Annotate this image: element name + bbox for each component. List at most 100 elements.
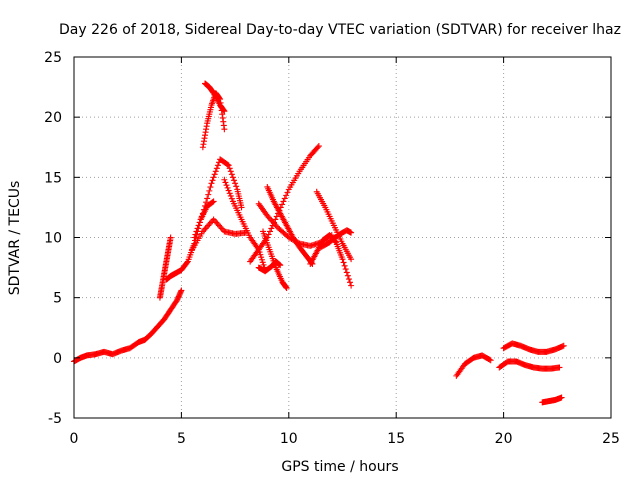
data-point — [279, 201, 286, 208]
data-point — [486, 356, 493, 363]
data-point — [560, 342, 567, 349]
data-point — [228, 195, 235, 202]
data-point — [221, 176, 228, 183]
data-point — [268, 225, 275, 232]
data-point — [273, 213, 280, 220]
data-point — [283, 285, 290, 292]
data-point — [259, 259, 266, 266]
y-axis-label: SDTVAR / TECUs — [7, 181, 23, 296]
data-point — [210, 216, 217, 223]
data-point — [348, 256, 355, 263]
data-point — [214, 220, 221, 227]
data-point — [202, 202, 209, 209]
series-arc-9-fall — [221, 176, 269, 273]
data-point — [211, 217, 218, 224]
data-point — [222, 179, 229, 186]
data-point — [193, 228, 200, 235]
data-point — [209, 177, 216, 184]
data-point — [206, 187, 213, 194]
data-point — [212, 168, 219, 175]
y-tick-label: 25 — [44, 50, 62, 66]
data-point — [205, 191, 212, 198]
data-point — [260, 261, 267, 268]
data-point — [227, 192, 234, 199]
data-point — [295, 239, 302, 246]
data-point — [232, 180, 239, 187]
data-point — [339, 256, 346, 263]
data-point — [191, 234, 198, 241]
y-tick-label: -5 — [48, 411, 62, 427]
series-arc-16-late — [313, 188, 355, 263]
data-point — [201, 226, 208, 233]
data-point — [221, 108, 228, 115]
series-arc-5-peak — [199, 90, 228, 151]
data-point — [204, 195, 211, 202]
data-point — [202, 225, 209, 232]
data-point — [203, 223, 210, 230]
series-arc-3-rise — [163, 198, 217, 283]
data-point — [196, 219, 203, 226]
data-point — [200, 206, 207, 213]
data-point — [273, 223, 280, 230]
data-point — [258, 254, 265, 261]
data-point — [348, 229, 355, 236]
data-point — [281, 195, 288, 202]
grid — [74, 57, 611, 418]
data-point — [257, 251, 264, 258]
data-point — [213, 219, 220, 226]
data-point — [342, 266, 349, 273]
data-point — [178, 287, 185, 294]
data-point — [167, 234, 174, 241]
y-tick-label: 15 — [44, 170, 62, 186]
data-point — [224, 184, 231, 191]
data-point — [314, 144, 321, 151]
x-tick-label: 15 — [387, 431, 405, 447]
y-tick-label: 20 — [44, 110, 62, 126]
data-point — [210, 174, 217, 181]
data-point — [224, 161, 231, 168]
series-arc-8-lower — [189, 216, 249, 253]
series-arc-7-hump — [191, 156, 245, 241]
chart-title: Day 226 of 2018, Sidereal Day-to-day VTE… — [59, 22, 621, 38]
data-point — [267, 228, 274, 235]
data-point — [214, 162, 221, 169]
data-point — [207, 184, 214, 191]
x-axis-label: GPS time / hours — [281, 459, 398, 475]
y-tick-label: 0 — [53, 351, 62, 367]
data-point — [228, 171, 235, 178]
data-point — [238, 204, 245, 211]
series-arc-2-rise — [141, 287, 185, 343]
data-point — [315, 143, 322, 150]
data-point — [209, 199, 216, 206]
series-arc-6-top — [202, 80, 228, 115]
data-point — [207, 219, 214, 226]
data-point — [206, 220, 213, 227]
y-tick-label: 5 — [53, 291, 62, 307]
data-point — [226, 165, 233, 172]
data-point — [229, 174, 236, 181]
data-points — [71, 80, 567, 406]
data-point — [226, 190, 233, 197]
data-point — [217, 223, 224, 230]
data-point — [341, 262, 348, 269]
data-point — [225, 162, 232, 169]
series-arc-14-late — [260, 228, 290, 292]
series-arc-21-evening — [539, 394, 565, 406]
x-tick-label: 20 — [495, 431, 513, 447]
series-arc-18-evening — [453, 352, 494, 379]
data-point — [265, 231, 272, 238]
data-point — [556, 364, 563, 371]
data-point — [343, 269, 350, 276]
data-point — [267, 215, 274, 222]
series-arc-1-night — [71, 336, 148, 365]
data-point — [487, 357, 494, 364]
data-point — [345, 276, 352, 283]
x-tick-label: 5 — [177, 431, 186, 447]
data-point — [197, 216, 204, 223]
series-arc-19-evening — [500, 340, 567, 355]
series-arc-17-late — [318, 227, 355, 251]
y-tick-label: 10 — [44, 231, 62, 247]
data-point — [213, 165, 220, 172]
data-point — [223, 182, 230, 189]
